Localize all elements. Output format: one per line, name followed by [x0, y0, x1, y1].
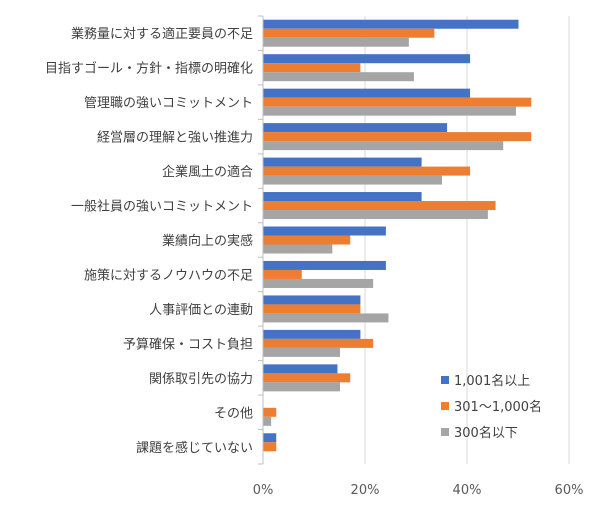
legend-swatch — [441, 376, 449, 384]
bar — [263, 269, 302, 279]
legend-label: 301～1,000名 — [454, 399, 542, 415]
category-label: 管理職の強いコミットメント — [84, 96, 253, 111]
bar — [263, 37, 409, 47]
bar — [263, 28, 435, 38]
bar — [263, 373, 351, 383]
bar — [263, 157, 422, 167]
category-label: 企業風土の適合 — [162, 164, 253, 180]
category-label: 目指すゴール・方針・指標の明確化 — [45, 61, 253, 77]
bar — [263, 382, 340, 392]
bar — [263, 313, 389, 323]
bar — [263, 166, 471, 176]
bar — [263, 210, 488, 220]
bar — [263, 226, 386, 236]
category-label: 予算確保・コスト負担 — [123, 336, 253, 352]
bar — [263, 19, 519, 29]
bar — [263, 416, 272, 426]
bar — [263, 433, 277, 443]
bar — [263, 338, 374, 348]
x-tick-label: 60% — [555, 483, 584, 498]
bar — [263, 442, 277, 452]
category-label: 人事評価との連動 — [149, 303, 253, 318]
bar — [263, 97, 532, 107]
category-label: 業務量に対する適正要員の不足 — [71, 26, 253, 42]
bar — [263, 201, 496, 211]
bar — [263, 304, 361, 314]
category-label: その他 — [214, 406, 253, 421]
bar — [263, 192, 422, 202]
category-label: 経営層の理解と強い推進力 — [97, 131, 253, 146]
legend-label: 1,001名以上 — [454, 373, 530, 389]
category-label: 関係取引先の協力 — [149, 372, 253, 387]
legend-swatch — [441, 402, 449, 410]
bar — [263, 72, 414, 82]
x-tick-label: 40% — [453, 483, 482, 498]
bar — [263, 244, 333, 254]
legend-label: 300名以下 — [454, 425, 518, 441]
bar — [263, 141, 504, 151]
bar — [263, 88, 471, 98]
bar — [263, 123, 448, 133]
bar — [263, 364, 338, 374]
bar — [263, 347, 340, 357]
bar — [263, 235, 351, 245]
bar — [263, 295, 361, 305]
bar — [263, 63, 361, 73]
category-label: 業績向上の実感 — [162, 233, 253, 249]
x-tick-label: 20% — [351, 483, 380, 498]
bar — [263, 407, 277, 417]
bar — [263, 54, 471, 64]
legend-swatch — [441, 428, 449, 436]
bar — [263, 175, 442, 185]
bar — [263, 106, 516, 116]
x-tick-label: 0% — [253, 483, 274, 498]
bar — [263, 260, 386, 270]
bar — [263, 132, 532, 142]
bar — [263, 329, 361, 339]
category-label: 施策に対するノウハウの不足 — [84, 267, 253, 283]
category-label: 一般社員の強いコミットメント — [71, 199, 253, 215]
category-label: 課題を感じていない — [136, 440, 253, 456]
bar — [263, 278, 374, 288]
